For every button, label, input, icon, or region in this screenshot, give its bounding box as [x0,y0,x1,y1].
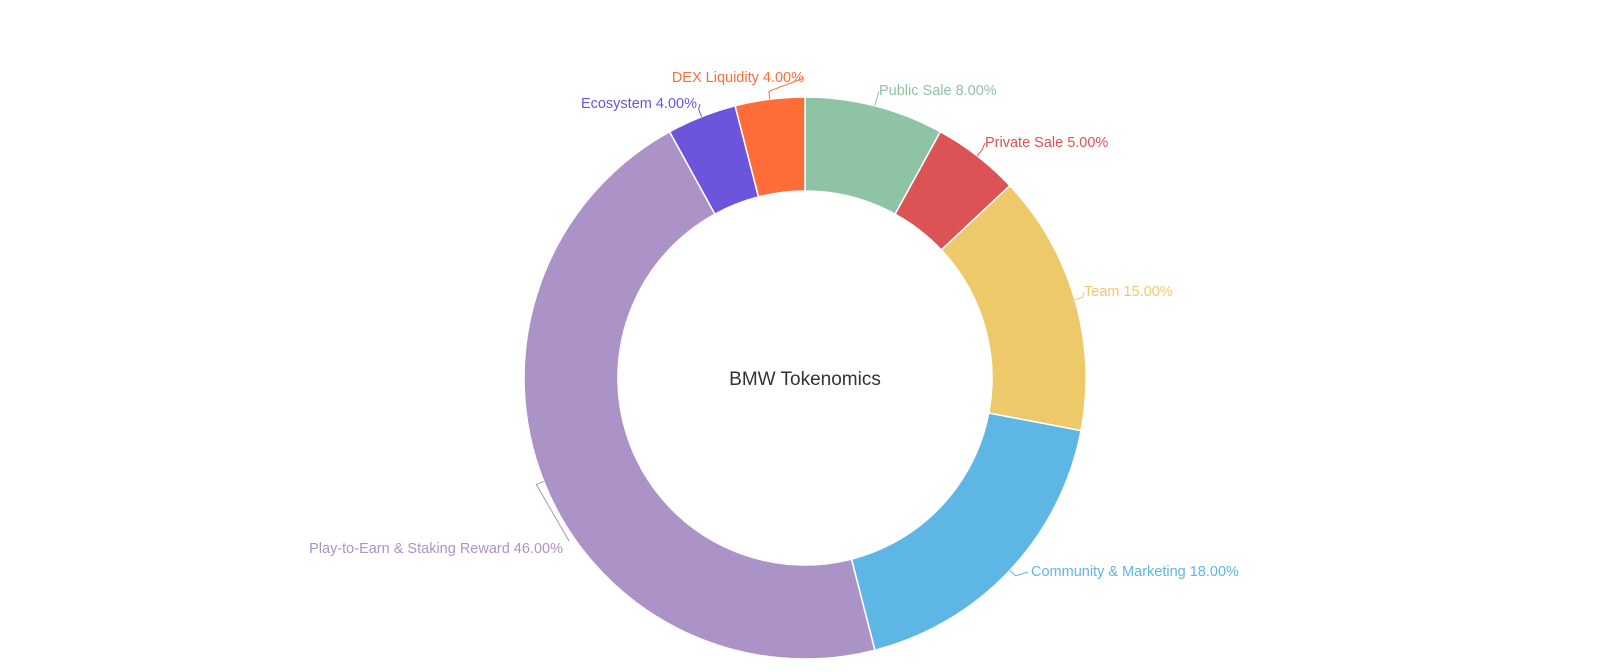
label-dex-liquidity: DEX Liquidity 4.00% [672,70,804,86]
donut-slices [523,96,1087,660]
leader-public-sale [874,90,880,106]
label-play-to-earn-staking-reward: Play-to-Earn & Staking Reward 46.00% [309,541,563,557]
label-community-marketing: Community & Marketing 18.00% [1031,564,1239,580]
leader-ecosystem [698,103,703,117]
leader-private-sale [976,142,986,157]
leader-play-to-earn-staking-reward [535,480,570,542]
slice-play-to-earn-staking-reward [523,130,876,660]
leader-team [1074,291,1085,301]
slice-community-marketing [850,412,1082,652]
chart-title: BMW Tokenomics [729,369,881,390]
slice-labels: Public Sale 8.00% Private Sale 5.00% Team … [309,70,1239,580]
label-private-sale: Private Sale 5.00% [985,135,1108,151]
slice-dex-liquidity [734,96,806,198]
leader-community-marketing [1009,569,1029,577]
leader-dex-liquidity [768,77,805,100]
label-team: Team 15.00% [1084,284,1173,300]
label-public-sale: Public Sale 8.00% [879,83,997,99]
leader-lines [535,77,1085,577]
label-ecosystem: Ecosystem 4.00% [581,96,697,112]
